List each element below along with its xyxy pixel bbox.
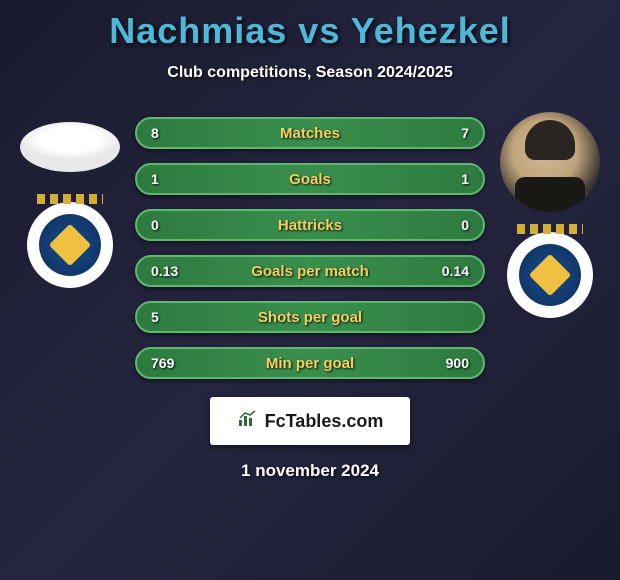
left-player-column (15, 112, 125, 288)
stat-row-goals-per-match: 0.13 Goals per match 0.14 (135, 255, 485, 287)
stat-label: Hattricks (278, 217, 342, 234)
brand-text: FcTables.com (265, 411, 384, 432)
stat-row-shots-per-goal: 5 Shots per goal (135, 301, 485, 333)
stat-row-matches: 8 Matches 7 (135, 117, 485, 149)
club-badge-inner (519, 244, 581, 306)
stat-right-value: 0 (429, 217, 469, 233)
stat-label: Goals per match (251, 263, 369, 280)
player-left-avatar (20, 122, 120, 172)
stat-label: Shots per goal (258, 309, 362, 326)
stat-label: Min per goal (266, 355, 354, 372)
chart-icon (237, 410, 259, 433)
player-right-avatar (500, 112, 600, 212)
player-left-club-badge (27, 202, 113, 288)
infographic-container: Nachmias vs Yehezkel Club competitions, … (0, 0, 620, 481)
club-badge-inner (39, 214, 101, 276)
stat-left-value: 1 (151, 171, 191, 187)
subtitle: Club competitions, Season 2024/2025 (0, 64, 620, 82)
stat-left-value: 0.13 (151, 263, 191, 279)
stat-right-value: 900 (429, 355, 469, 371)
player-right-club-badge (507, 232, 593, 318)
right-player-column (495, 112, 605, 318)
stat-right-value: 1 (429, 171, 469, 187)
infographic-date: 1 november 2024 (0, 461, 620, 481)
stat-right-value: 7 (429, 125, 469, 141)
stat-row-hattricks: 0 Hattricks 0 (135, 209, 485, 241)
brand-badge: FcTables.com (210, 397, 410, 445)
stat-row-goals: 1 Goals 1 (135, 163, 485, 195)
stat-left-value: 769 (151, 355, 191, 371)
stat-left-value: 0 (151, 217, 191, 233)
comparison-title: Nachmias vs Yehezkel (0, 10, 620, 52)
main-row: 8 Matches 7 1 Goals 1 0 Hattricks 0 0.13… (0, 112, 620, 379)
stat-row-min-per-goal: 769 Min per goal 900 (135, 347, 485, 379)
stat-label: Matches (280, 125, 340, 142)
stat-right-value: 0.14 (429, 263, 469, 279)
stat-label: Goals (289, 171, 331, 188)
stat-left-value: 8 (151, 125, 191, 141)
stat-left-value: 5 (151, 309, 191, 325)
stats-column: 8 Matches 7 1 Goals 1 0 Hattricks 0 0.13… (135, 117, 485, 379)
